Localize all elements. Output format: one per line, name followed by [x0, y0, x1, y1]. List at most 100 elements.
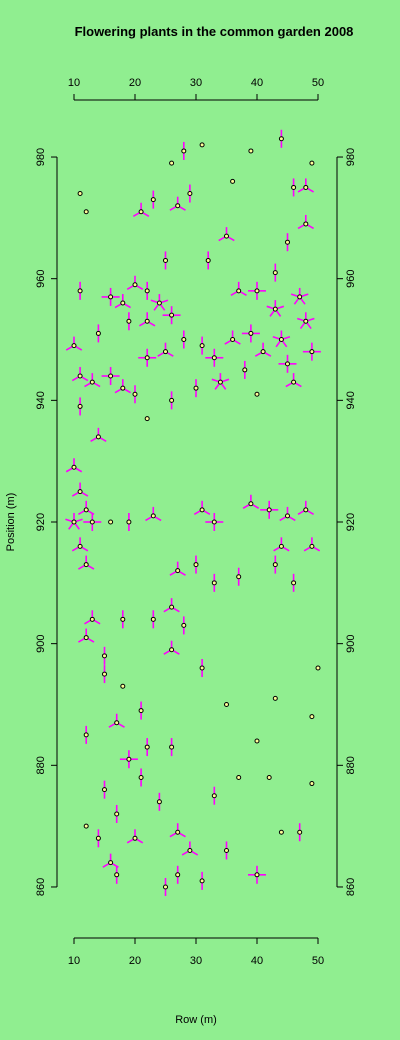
sunflower: [144, 416, 150, 422]
sunflower: [120, 610, 126, 629]
point: [236, 774, 242, 780]
point: [169, 312, 175, 318]
point: [278, 337, 284, 343]
y-tick-label: 900: [35, 634, 47, 652]
sunflower: [175, 865, 181, 884]
point: [144, 416, 150, 422]
sunflower: [71, 367, 89, 382]
sunflower: [163, 598, 180, 613]
point: [108, 519, 114, 525]
sunflower: [114, 379, 131, 394]
point: [114, 720, 120, 726]
point: [102, 671, 107, 677]
sunflower: [169, 196, 186, 211]
sunflower: [266, 774, 272, 780]
y-tick-label: 860: [35, 878, 47, 896]
point: [224, 233, 229, 239]
point: [83, 209, 89, 215]
sunflower: [199, 142, 205, 148]
sunflower: [169, 561, 186, 576]
point: [309, 714, 315, 720]
sunflower: [211, 573, 217, 592]
sunflower: [297, 214, 314, 230]
point: [120, 616, 126, 622]
point: [309, 781, 315, 787]
sunflower: [163, 640, 180, 655]
point: [169, 647, 175, 653]
sunflower: [138, 768, 144, 787]
point: [199, 142, 205, 148]
sunflower: [138, 701, 144, 720]
y-tick-label: 920: [345, 513, 357, 531]
sunflower: [84, 373, 101, 388]
sunflower: [95, 324, 101, 343]
point: [303, 318, 309, 324]
sunflower: [205, 513, 224, 531]
point: [272, 270, 278, 276]
sunflower: [101, 287, 120, 306]
sunflower: [65, 458, 83, 473]
point: [193, 562, 199, 568]
x-tick-label: 20: [129, 955, 141, 967]
point: [175, 203, 181, 209]
point: [144, 288, 150, 294]
point: [95, 835, 101, 841]
sunflower: [114, 865, 120, 884]
sunflower: [120, 683, 126, 689]
sunflower: [205, 251, 211, 270]
sunflower: [254, 391, 260, 397]
point: [89, 519, 95, 525]
point: [77, 288, 83, 294]
sunflower: [278, 354, 297, 373]
sunflower: [150, 610, 156, 629]
point: [150, 197, 156, 203]
sunflower: [139, 312, 156, 327]
point: [83, 732, 89, 738]
point: [77, 373, 83, 379]
point: [187, 191, 193, 197]
point: [169, 604, 175, 610]
point: [126, 318, 132, 324]
sunflower: [108, 713, 125, 728]
point: [83, 823, 89, 829]
y-tick-label: 980: [35, 148, 47, 166]
point: [77, 191, 83, 197]
point: [132, 835, 138, 841]
x-tick-label: 40: [251, 955, 263, 967]
point: [83, 635, 89, 641]
sunflower: [272, 555, 278, 574]
sunflower: [102, 780, 107, 799]
point: [211, 519, 217, 525]
sunflower: [297, 500, 314, 516]
sunflower: [199, 871, 205, 890]
sunflower: [279, 506, 296, 522]
sunflower: [71, 537, 89, 552]
sunflower: [119, 750, 138, 769]
point: [309, 160, 315, 166]
sunflower: [102, 646, 107, 665]
point: [217, 379, 223, 385]
point: [309, 349, 315, 355]
x-tick-label: 10: [68, 955, 80, 967]
point: [266, 774, 272, 780]
point: [175, 568, 181, 574]
point: [211, 793, 217, 799]
sunflower: [145, 506, 162, 522]
sunflower: [108, 519, 114, 525]
sunflower: [291, 178, 297, 197]
point: [132, 282, 138, 288]
y-tick-label: 920: [35, 513, 47, 531]
point: [285, 513, 290, 519]
y-tick-label: 880: [35, 756, 47, 774]
point: [211, 580, 217, 586]
sunflower: [291, 573, 297, 592]
point: [126, 519, 132, 525]
sunflower: [181, 330, 187, 349]
sunflower: [83, 725, 89, 744]
point: [254, 738, 260, 744]
point: [303, 184, 309, 190]
sunflower: [205, 348, 224, 367]
sunflower: [302, 342, 321, 361]
sunflower: [272, 695, 278, 701]
